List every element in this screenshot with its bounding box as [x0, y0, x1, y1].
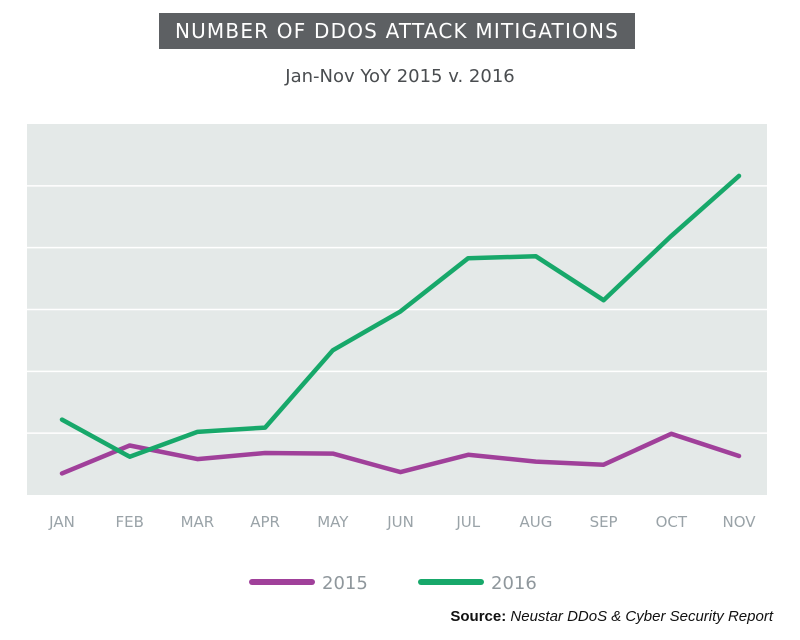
x-tick-label: JAN	[48, 513, 75, 531]
chart-title: NUMBER OF DDOS ATTACK MITIGATIONS	[159, 13, 635, 49]
x-tick-label: APR	[250, 513, 280, 531]
source-note: Source: Neustar DDoS & Cyber Security Re…	[450, 608, 773, 625]
x-tick-label: FEB	[115, 513, 143, 531]
x-tick-label: NOV	[722, 513, 756, 531]
grid-lines	[27, 185, 767, 434]
chart-subtitle: Jan-Nov YoY 2015 v. 2016	[285, 66, 515, 87]
legend-label-2015: 2015	[322, 573, 368, 594]
source-text: Neustar DDoS & Cyber Security Report	[510, 608, 773, 625]
x-tick-label: SEP	[590, 513, 618, 531]
legend-label-2016: 2016	[491, 573, 537, 594]
x-tick-label: OCT	[656, 513, 688, 531]
x-tick-label: AUG	[519, 513, 552, 531]
x-tick-label: MAY	[317, 513, 349, 531]
x-tick-label: MAR	[181, 513, 215, 531]
source-label: Source:	[450, 608, 507, 625]
x-tick-label: JUN	[386, 513, 414, 531]
legend: 2015 2016	[249, 573, 537, 594]
series-line-2016	[59, 173, 742, 459]
x-tick-label: JUL	[455, 513, 480, 531]
x-axis-ticks: JAN FEB MAR APR MAY JUN JUL AUG SEP OCT NOV	[48, 513, 756, 531]
series-lines	[59, 173, 742, 476]
series-line-2015	[59, 431, 742, 476]
